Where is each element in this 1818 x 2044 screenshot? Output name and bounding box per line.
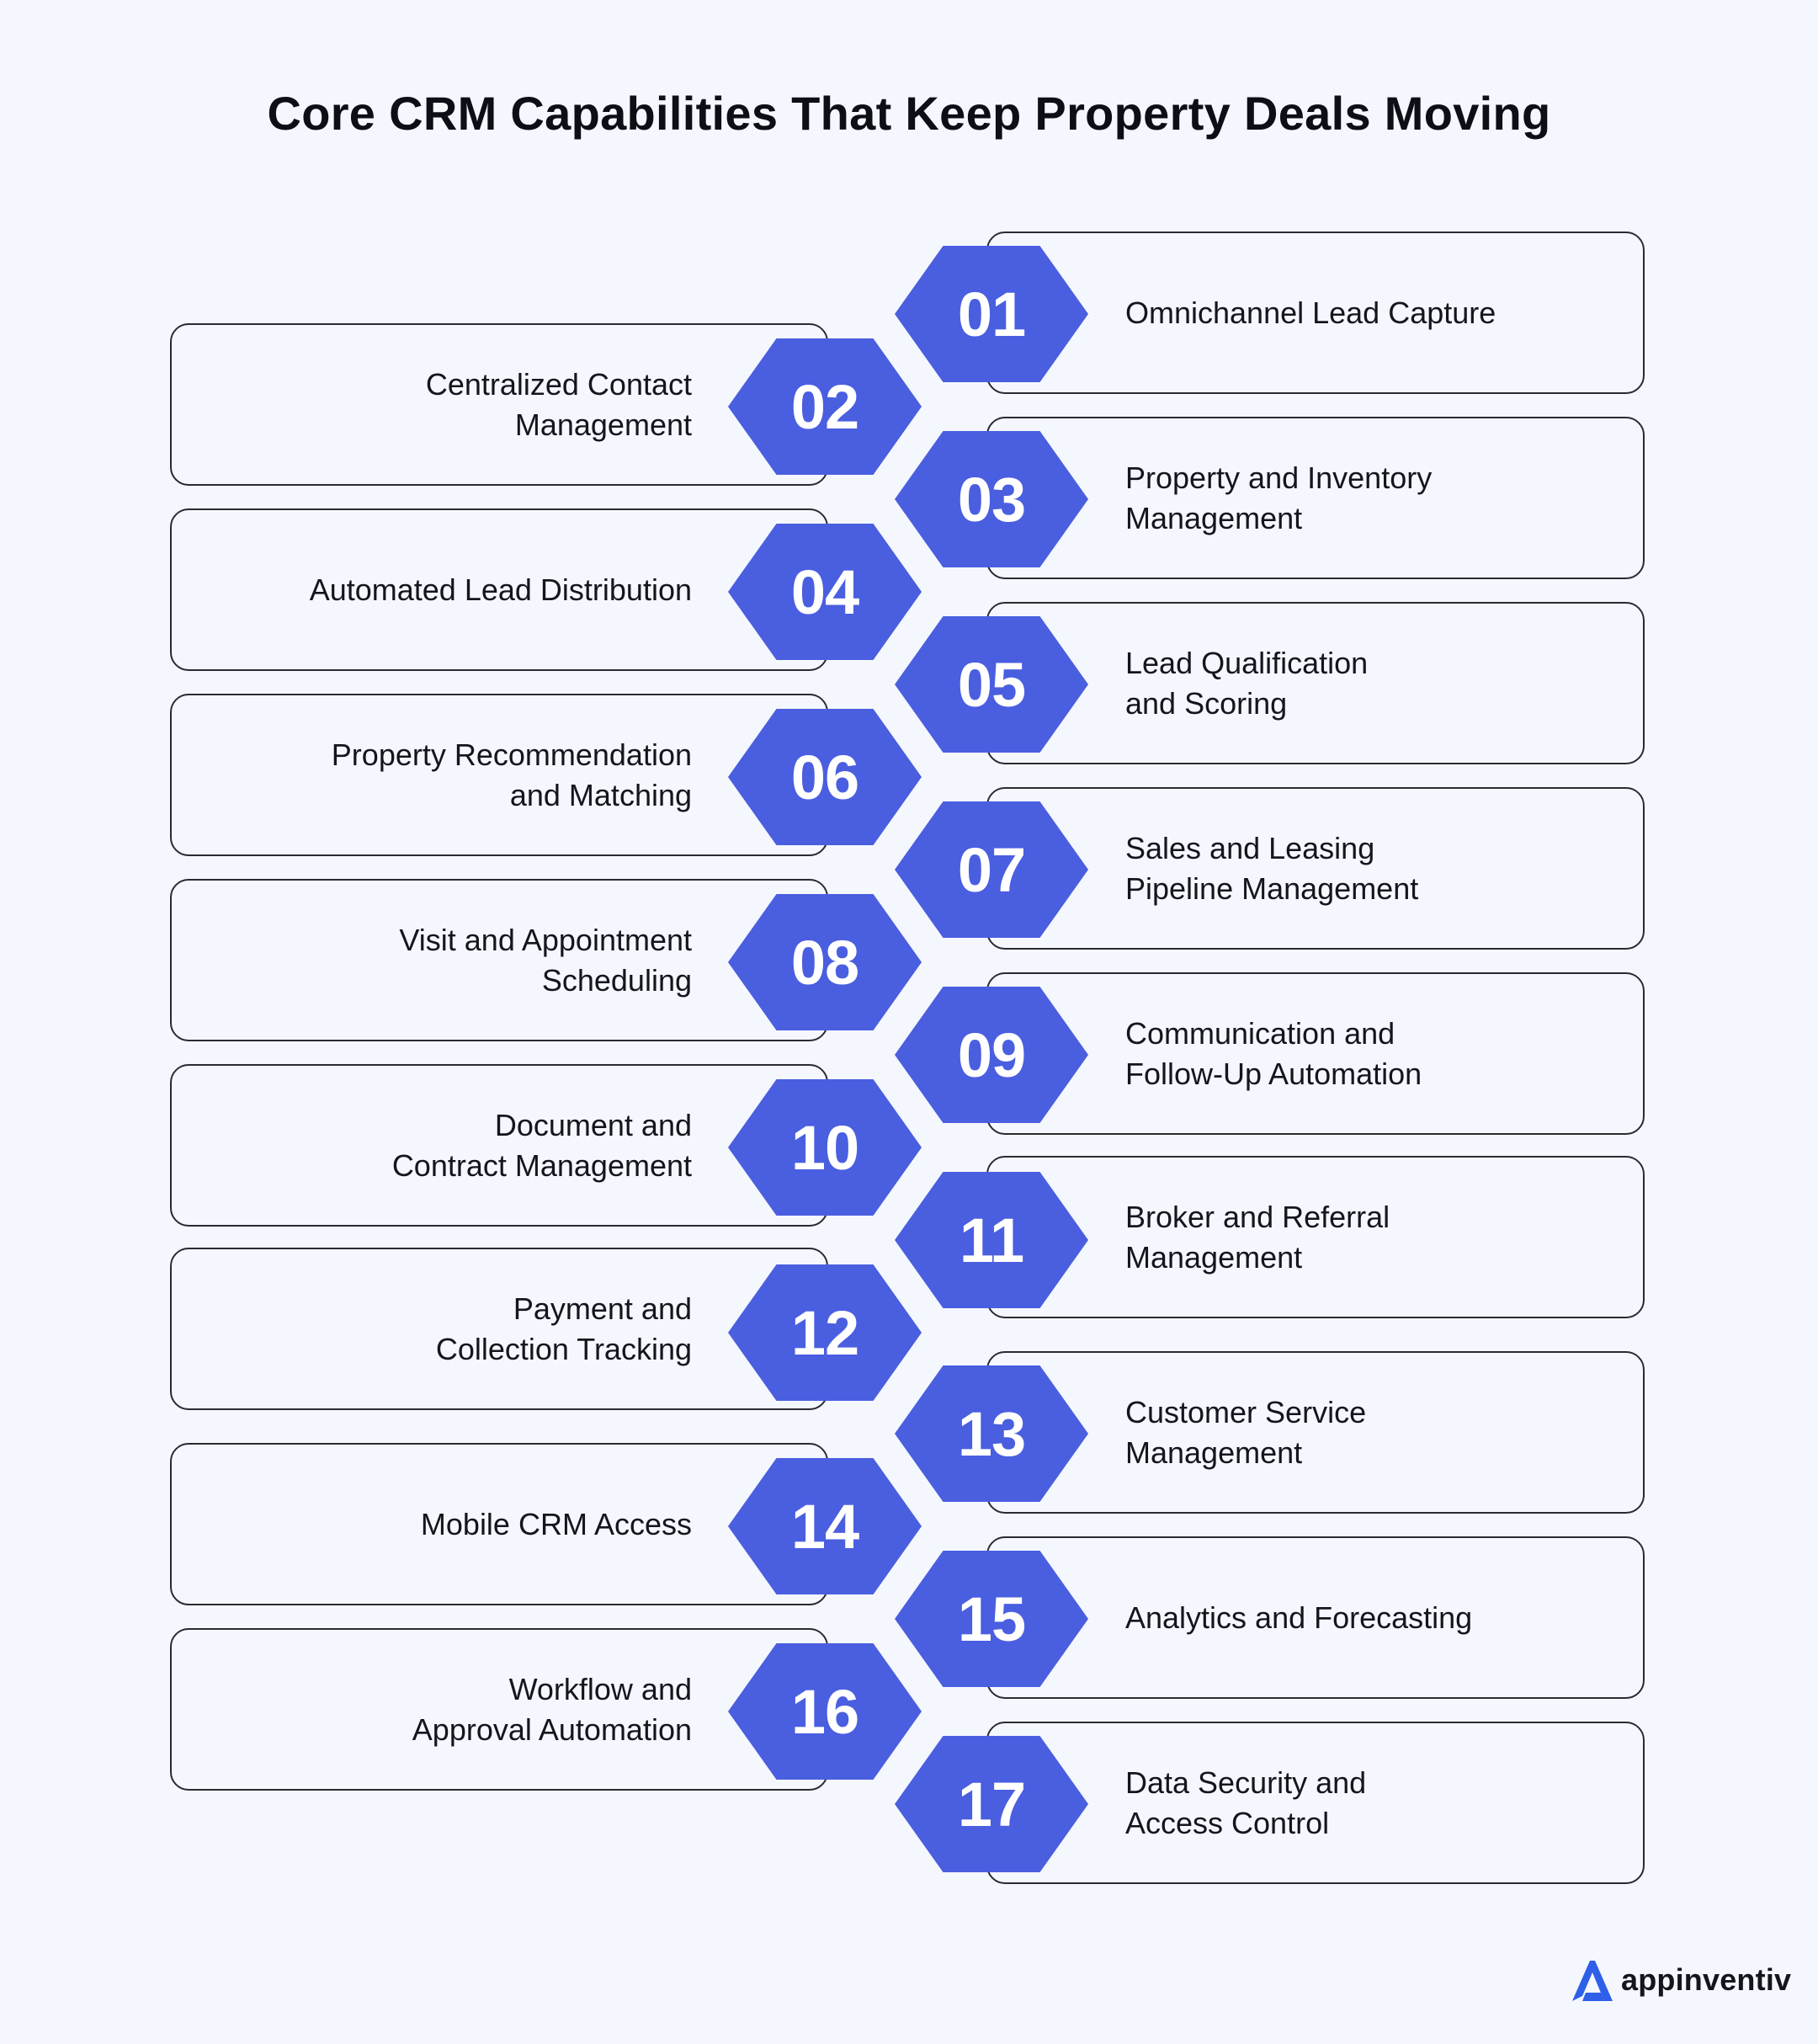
capability-card-14: Mobile CRM Access [170,1443,828,1605]
capability-card-05: Lead Qualification and Scoring [986,602,1645,764]
capability-label: Omnichannel Lead Capture [1125,295,1496,330]
capability-card-04: Automated Lead Distribution [170,508,828,671]
number-hexagon: 05 [895,616,1088,753]
capability-label: Property and Inventory Management [1125,460,1433,535]
capability-label: Communication and Follow-Up Automation [1125,1015,1422,1091]
number-hexagon: 17 [895,1736,1088,1872]
number-hexagon: 11 [895,1172,1088,1308]
capability-label: Data Security and Access Control [1125,1765,1367,1840]
capability-card-13: Customer Service Management [986,1351,1645,1514]
capability-label: Payment and Collection Tracking [435,1291,692,1366]
capability-label: Mobile CRM Access [420,1506,692,1541]
capability-card-15: Analytics and Forecasting [986,1536,1645,1699]
capability-label: Automated Lead Distribution [309,572,692,607]
capability-label: Lead Qualification and Scoring [1125,645,1369,721]
capability-card-03: Property and Inventory Management [986,417,1645,579]
capability-label: Sales and Leasing Pipeline Management [1125,830,1419,906]
capability-card-16: Workflow and Approval Automation [170,1628,828,1791]
capability-label: Analytics and Forecasting [1125,1600,1473,1635]
capability-label: Broker and Referral Management [1125,1199,1390,1275]
capability-label: Customer Service Management [1125,1394,1367,1470]
capability-card-02: Centralized Contact Management [170,323,828,486]
logo-text: appinventiv [1621,1962,1792,1997]
number-hexagon: 07 [895,801,1088,938]
appinventiv-logo-icon [1572,1961,1613,2001]
capability-label: Property Recommendation and Matching [331,737,692,812]
number-hexagon: 15 [895,1551,1088,1687]
capability-card-10: Document and Contract Management [170,1064,828,1227]
capability-label: Visit and Appointment Scheduling [399,922,692,998]
capability-card-08: Visit and Appointment Scheduling [170,879,828,1041]
capability-card-01: Omnichannel Lead Capture [986,232,1645,394]
number-hexagon: 03 [895,431,1088,567]
capability-label: Workflow and Approval Automation [412,1671,692,1747]
number-hexagon: 13 [895,1365,1088,1502]
number-hexagon: 01 [895,246,1088,382]
capability-card-12: Payment and Collection Tracking [170,1248,828,1410]
capability-card-06: Property Recommendation and Matching [170,694,828,856]
capability-card-17: Data Security and Access Control [986,1722,1645,1884]
capability-card-09: Communication and Follow-Up Automation [986,972,1645,1135]
capability-label: Centralized Contact Management [425,366,692,442]
page-title: Core CRM Capabilities That Keep Property… [267,87,1551,140]
capability-label: Document and Contract Management [391,1107,692,1183]
number-hexagon: 09 [895,987,1088,1123]
brand-logo: appinventiv [1567,1955,1791,2005]
capability-card-07: Sales and Leasing Pipeline Management [986,787,1645,950]
